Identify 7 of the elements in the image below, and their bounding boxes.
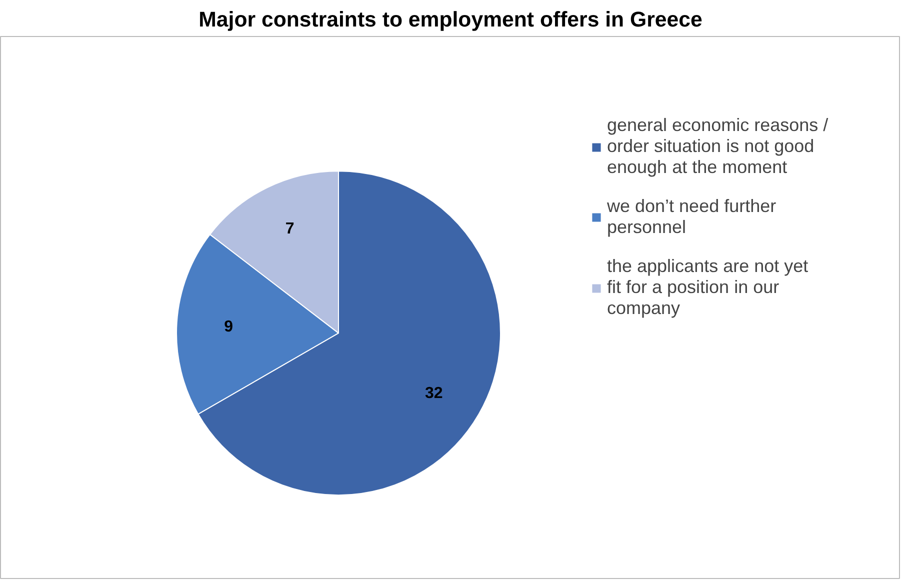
legend-label: the applicants are not yet fit for a position in our company — [607, 256, 808, 319]
data-label: 32 — [425, 384, 443, 402]
data-label: 9 — [224, 318, 234, 336]
data-label: 7 — [285, 220, 294, 238]
legend-label: general economic reasons / order situation is not good enough at the moment — [607, 115, 828, 178]
legend-label: we don’t need further personnel — [607, 196, 776, 238]
chart-title: Major constraints to employment offers in Greece — [198, 8, 702, 32]
